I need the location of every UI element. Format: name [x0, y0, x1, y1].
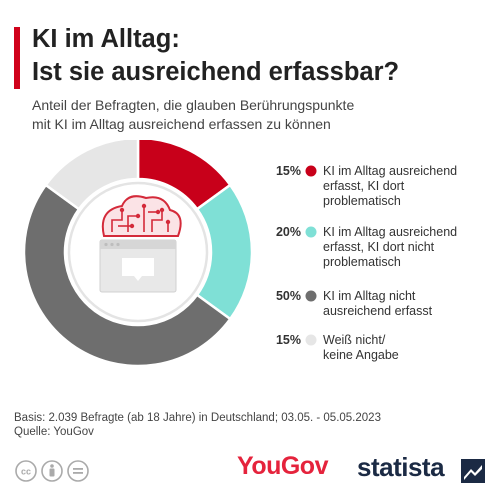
legend-label-2-line-3: problematisch [323, 255, 401, 269]
legend-label-4-line-2: keine Angabe [323, 348, 399, 362]
subtitle: Anteil der Befragten, die glauben Berühr… [32, 96, 482, 134]
legend-label-1-line-2: erfasst, KI dort [323, 179, 405, 193]
yougov-logo[interactable]: YouGov [237, 452, 328, 480]
subtitle-line-1: Anteil der Befragten, die glauben Berühr… [32, 97, 355, 113]
ai-brain-browser-icon [99, 195, 182, 293]
title-line-1: KI im Alltag: [32, 25, 180, 53]
subtitle-line-2: mit KI im Alltag ausreichend erfassen zu… [32, 116, 331, 132]
legend-label-3-line-2: ausreichend erfasst [323, 304, 433, 318]
statista-logo[interactable]: statista [357, 452, 445, 482]
legend-value-4: 15% [276, 333, 301, 347]
by-icon [41, 460, 63, 482]
legend-label-2-line-2: erfasst, KI dort nicht [323, 240, 435, 254]
legend-swatch-2 [305, 226, 317, 238]
svg-text:cc: cc [21, 467, 31, 477]
legend-value-3: 50% [276, 289, 301, 303]
title-accent-bar [14, 27, 20, 89]
legend-swatch-1 [305, 165, 317, 177]
license-icons: cc [15, 460, 89, 482]
legend-swatch-4 [305, 334, 317, 346]
page-title: KI im Alltag: Ist sie ausreichend erfass… [32, 23, 482, 89]
donut-slice-4 [44, 140, 140, 211]
basis-note: Basis: 2.039 Befragte (ab 18 Jahre) in D… [14, 412, 381, 424]
title-line-2: Ist sie ausreichend erfassbar? [32, 58, 400, 86]
legend-label-2-line-1: KI im Alltag ausreichend [323, 225, 457, 239]
nd-icon [67, 460, 89, 482]
legend-value-2: 20% [276, 225, 301, 239]
legend-value-1: 15% [276, 164, 301, 178]
donut-slice-3 [22, 183, 232, 368]
legend-label-1-line-3: problematisch [323, 194, 401, 208]
legend-label-3-line-1: KI im Alltag nicht [323, 289, 416, 303]
legend-label-4-line-1: Weiß nicht/ [323, 333, 386, 347]
legend-swatch-3 [305, 290, 317, 302]
statista-mark-icon [461, 459, 485, 483]
cc-icon: cc [15, 460, 37, 482]
donut-slice-2 [195, 183, 254, 321]
source-note: Quelle: YouGov [14, 426, 94, 438]
legend-label-1-line-1: KI im Alltag ausreichend [323, 164, 457, 178]
donut-inner-ring [67, 181, 209, 323]
